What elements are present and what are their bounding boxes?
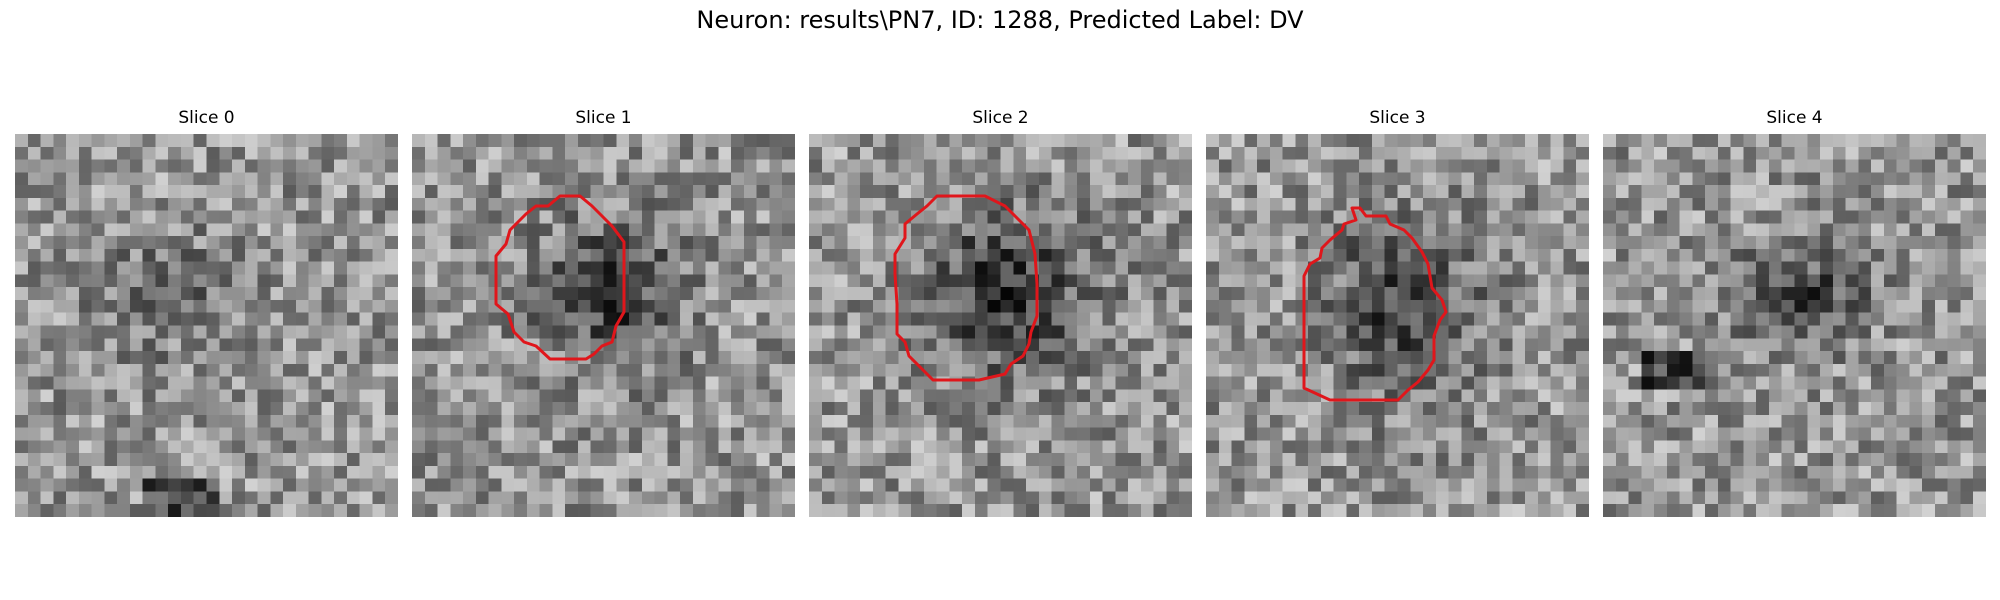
slice-image	[1603, 134, 1986, 517]
slice-panel-3: Slice 3	[1206, 108, 1589, 517]
slice-title: Slice 0	[178, 108, 235, 128]
slice-panel-4: Slice 4	[1603, 108, 1986, 517]
roi-contour-overlay	[893, 194, 1039, 382]
roi-contour	[1302, 206, 1448, 402]
slice-image	[15, 134, 398, 517]
slice-title: Slice 2	[972, 108, 1029, 128]
slice-panel-2: Slice 2	[809, 108, 1192, 517]
slice-title: Slice 3	[1369, 108, 1426, 128]
roi-contour-overlay	[494, 194, 626, 361]
roi-contour	[494, 194, 626, 361]
slice-image	[809, 134, 1192, 517]
slice-title: Slice 1	[575, 108, 632, 128]
slice-image	[412, 134, 795, 517]
slice-panel-1: Slice 1	[412, 108, 795, 517]
roi-contour	[893, 194, 1039, 382]
roi-contour-overlay	[1302, 206, 1448, 402]
slice-title: Slice 4	[1766, 108, 1823, 128]
figure-title: Neuron: results\PN7, ID: 1288, Predicted…	[696, 6, 1304, 34]
slice-image	[1206, 134, 1589, 517]
slice-panel-0: Slice 0	[15, 108, 398, 517]
